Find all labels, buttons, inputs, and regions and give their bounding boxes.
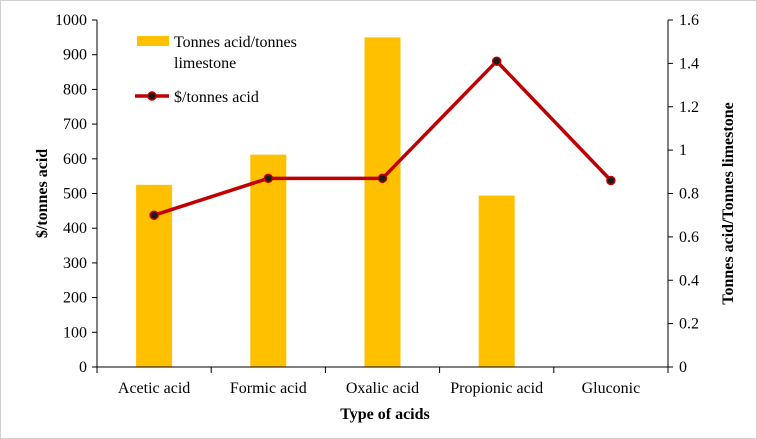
- line-point-gluconic: [606, 175, 616, 186]
- legend-line-label: $/tonnes acid: [174, 89, 259, 106]
- line-point-oxalic-acid: [377, 173, 388, 184]
- left-tick-label: 800: [63, 81, 87, 98]
- bar-propionic-acid: [478, 195, 515, 367]
- left-tick-label: 0: [79, 359, 87, 376]
- left-axis-title: $/tonnes acid: [34, 149, 51, 238]
- right-tick-label: 0: [679, 359, 687, 376]
- x-tick-label: Propionic acid: [450, 380, 543, 397]
- x-tick-label: Oxalic acid: [346, 380, 419, 397]
- left-tick-label: 700: [63, 116, 87, 133]
- legend-bar-swatch: [137, 36, 169, 46]
- right-tick-label: 1.2: [679, 99, 699, 116]
- left-tick-label: 500: [63, 186, 87, 203]
- left-tick-label: 200: [63, 290, 87, 307]
- legend-bar-label: limestone: [174, 55, 236, 72]
- right-tick-label: 1.4: [679, 55, 699, 72]
- left-tick-label: 600: [63, 151, 87, 168]
- legend-line-marker: [147, 91, 157, 101]
- line-point-propionic-acid: [491, 56, 502, 66]
- x-tick-label: Gluconic: [582, 380, 641, 397]
- right-tick-label: 1: [679, 142, 687, 159]
- right-tick-label: 0.2: [679, 316, 699, 333]
- line-point-acetic-acid: [149, 210, 159, 220]
- right-axis-title: Tonnes acid/Tonnes limestone: [720, 102, 737, 304]
- left-tick-label: 100: [63, 324, 87, 341]
- right-tick-label: 0.4: [679, 272, 699, 289]
- left-tick-label: 300: [63, 255, 87, 272]
- right-tick-label: 0.8: [679, 186, 699, 203]
- bar-formic-acid: [250, 154, 287, 367]
- left-tick-label: 400: [63, 220, 87, 237]
- axes: 0 100 200 300 400 500 600 700 800 900 1000 0 0.2 0.4 0…: [34, 12, 737, 423]
- right-tick-label: 1.6: [679, 12, 699, 29]
- left-tick-label: 900: [63, 47, 87, 64]
- bar-oxalic-acid: [364, 37, 401, 367]
- line-series: [149, 56, 616, 220]
- line-point-formic-acid: [263, 173, 274, 184]
- x-tick-label: Acetic acid: [118, 380, 190, 397]
- legend-bar-label: Tonnes acid/tonnes: [174, 34, 297, 51]
- right-tick-label: 0.6: [679, 229, 699, 246]
- x-axis-title: Type of acids: [340, 406, 429, 423]
- x-tick-label: Formic acid: [230, 380, 307, 397]
- legend: Tonnes acid/tonnes limestone $/tonnes acid: [135, 34, 297, 106]
- left-tick-label: 1000: [55, 12, 87, 29]
